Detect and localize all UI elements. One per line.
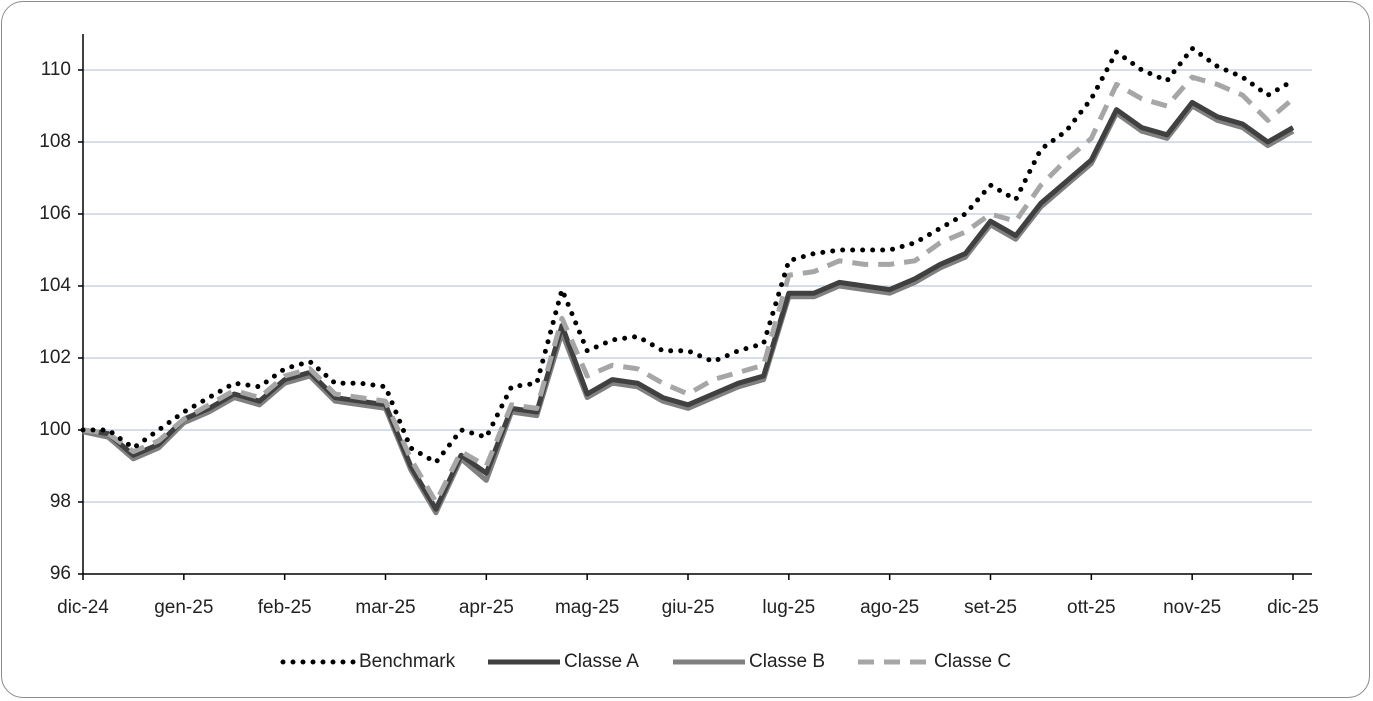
series-line [82,103,1295,516]
x-tick-label: set-25 [964,597,1017,618]
x-tick-label: ott-25 [1067,597,1116,618]
x-tick-label: mag-25 [555,597,619,618]
y-tick-label: 102 [39,347,71,368]
y-tick-label: 100 [39,419,71,440]
series-line [82,99,1295,512]
legend-label: Benchmark [359,651,456,672]
x-tick-label: dic-24 [57,597,109,618]
legend-label: Classe B [749,651,825,672]
x-tick-label: feb-25 [258,597,312,618]
legend-label: Classe A [564,651,639,672]
x-tick-label: giu-25 [662,597,715,618]
x-tick-label: dic-25 [1267,597,1319,618]
x-tick-label: gen-25 [154,597,213,618]
y-tick-label: 98 [50,491,71,512]
y-tick-label: 106 [39,203,71,224]
x-tick-label: mar-25 [355,597,415,618]
series-line [82,74,1295,505]
y-tick-label: 96 [50,563,71,584]
x-tick-label: nov-25 [1163,597,1221,618]
x-tick-label: ago-25 [860,597,919,618]
y-tick-label: 104 [39,275,71,296]
legend-label: Classe C [934,651,1011,672]
x-tick-label: lug-25 [762,597,815,618]
x-tick-label: apr-25 [459,597,514,618]
y-tick-label: 108 [39,131,71,152]
y-tick-label: 110 [41,59,71,80]
